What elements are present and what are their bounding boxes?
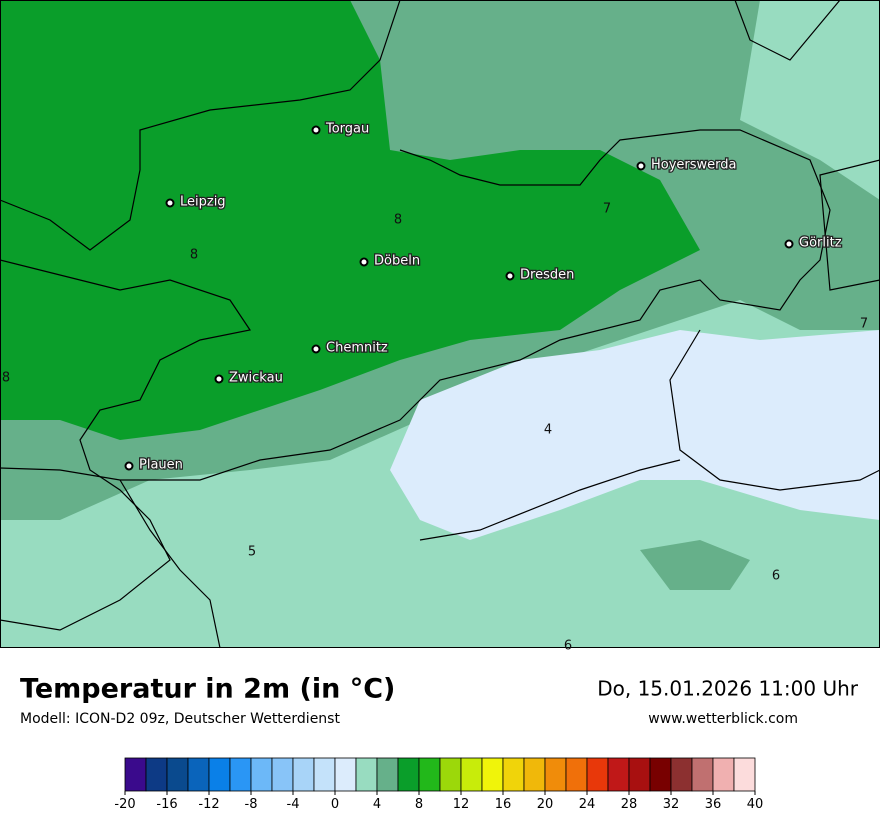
colorbar-swatch [628,757,651,792]
colorbar-swatch [712,757,735,792]
colorbar-swatch [649,757,672,792]
colorbar-swatch [670,757,693,792]
city-label: Plauen [139,458,183,473]
colorbar-tick-label: 12 [453,797,470,812]
colorbar-tick-label: -4 [287,797,300,812]
colorbar-tick-label: 4 [373,797,381,812]
colorbar-tick-label: -8 [245,797,258,812]
contour-label: 4 [544,423,552,438]
border [819,159,880,291]
colorbar-swatch [271,757,294,792]
contour-label: 7 [860,317,868,332]
colorbar-tick-label: 0 [331,797,339,812]
colorbar-swatch [502,757,525,792]
colorbar-swatch [187,757,210,792]
colorbar-swatch [229,757,252,792]
border [0,0,401,251]
colorbar-tick-label: 16 [495,797,512,812]
city-label: Döbeln [374,254,420,269]
city-label: Leipzig [180,195,226,210]
contour-label: 7 [603,202,611,217]
colorbar-swatch [166,757,189,792]
city-dot [505,271,515,281]
colorbar-tick-label: 36 [705,797,722,812]
colorbar-swatch [586,757,609,792]
colorbar-tick-label: 8 [415,797,423,812]
colorbar-tick-label: 32 [663,797,680,812]
city-label: Zwickau [229,371,283,386]
colorbar-tick-label: -16 [156,797,177,812]
colorbar-swatch [250,757,273,792]
zone-green [0,0,700,440]
colorbar-tick-label: -20 [114,797,135,812]
contour-label: 6 [772,569,780,584]
colorbar-swatch [439,757,462,792]
border [669,329,880,491]
datetime: Do, 15.01.2026 11:00 Uhr [597,677,859,701]
title: Temperatur in 2m (in °C) [20,674,395,705]
city-dot [311,344,321,354]
colorbar-swatch [691,757,714,792]
city-dot [784,239,794,249]
contour-label: 6 [564,639,572,654]
colorbar-tick-label: 20 [537,797,554,812]
colorbar-swatch [313,757,336,792]
city-label: Hoyerswerda [651,158,737,173]
zone-dark [640,540,750,590]
colorbar: -20 -16 -12 -8 -4 0 4 8 12 16 20 24 28 32 36 40 [114,757,764,812]
colorbar-swatch [145,757,168,792]
colorbar-swatch [208,757,231,792]
cities: Torgau Leipzig Döbeln Dresden Hoyerswerda Gör… [124,120,843,474]
zone-light [390,330,880,540]
colorbar-tick-label: 24 [579,797,596,812]
border [0,259,251,631]
colorbar-swatch [376,757,399,792]
contour-label: 8 [394,213,402,228]
colorbar-swatch [292,757,315,792]
colorbar-tick-label: 28 [621,797,638,812]
colorbar-swatch [124,757,147,792]
colorbar-tick-label: 40 [747,797,764,812]
city-dot [311,125,321,135]
colorbar-swatch [523,757,546,792]
border [734,0,841,61]
city-dot [214,374,224,384]
colorbar-swatch [733,757,756,792]
contour-label: 8 [190,248,198,263]
colorbar-swatch [607,757,630,792]
colorbar-tick-label: -12 [198,797,219,812]
website: www.wetterblick.com [648,711,798,727]
colorbar-swatch [397,757,420,792]
colorbar-swatch [481,757,504,792]
city-label: Chemnitz [326,341,388,356]
city-dot [636,161,646,171]
map: Torgau Leipzig Döbeln Dresden Hoyerswerda Gör… [0,0,880,654]
city-dot [124,461,134,471]
border [419,459,681,541]
city-label: Torgau [325,122,369,137]
subtitle: Modell: ICON-D2 09z, Deutscher Wetterdie… [20,711,340,727]
colorbar-swatch [418,757,441,792]
colorbar-swatch [460,757,483,792]
contour-label: 5 [248,545,256,560]
contour-label: 8 [2,371,10,386]
border [0,129,831,481]
colorbar-swatch [565,757,588,792]
city-dot [359,257,369,267]
city-label: Dresden [520,268,574,283]
colorbar-swatch [544,757,567,792]
colorbar-swatch [334,757,357,792]
city-dot [165,198,175,208]
colorbar-swatch [355,757,378,792]
border [119,479,221,649]
city-label: Görlitz [799,236,842,251]
